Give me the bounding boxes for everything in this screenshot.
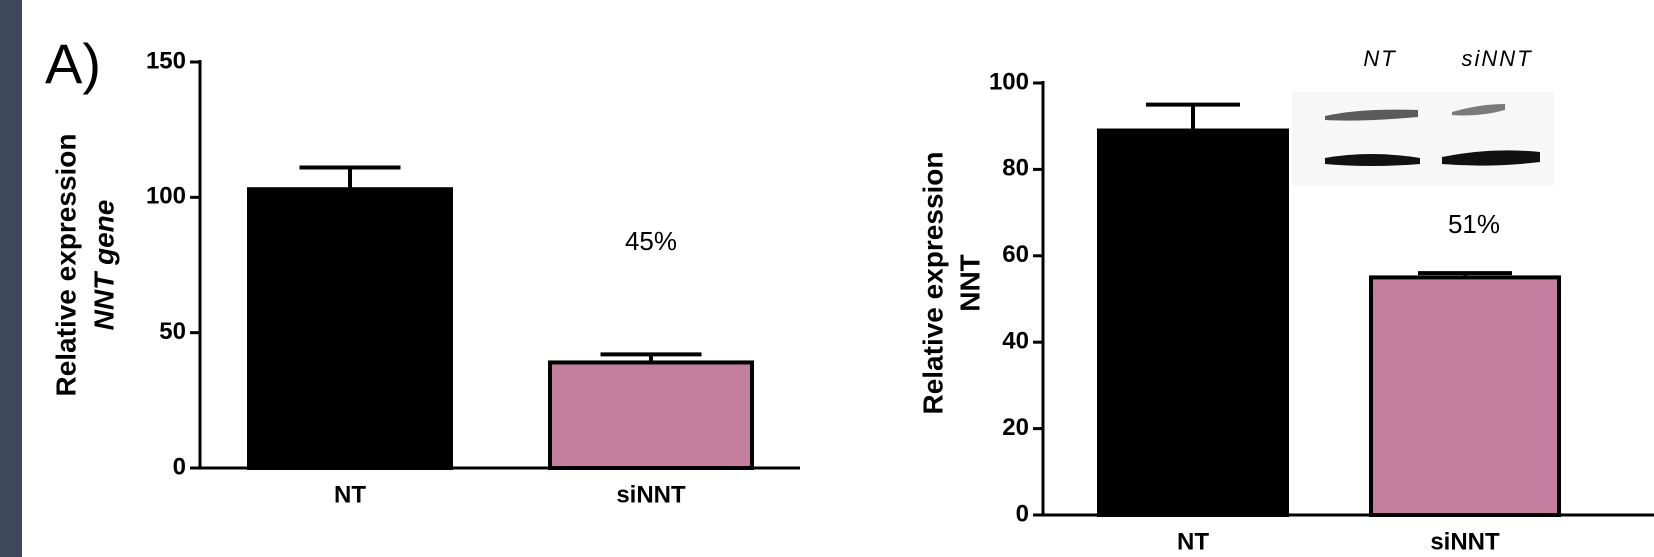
inset-label: NT [1363,46,1396,71]
y-tick-label: 0 [173,453,186,480]
y-tick-label: 20 [1002,414,1029,441]
y-axis-label: Relative expression [50,133,81,396]
bar [550,362,752,468]
bar [1099,131,1287,515]
panel-label: A) [45,32,101,95]
y-tick-label: 100 [146,183,186,210]
x-tick-label: NT [1177,528,1209,555]
x-tick-label: NT [334,481,366,508]
bar [1371,277,1559,515]
inset-label: siNNT [1461,46,1532,71]
y-axis-label: Relative expression [917,151,948,414]
figure: A)Relative expressionNNT gene050100150NT… [0,0,1654,557]
y-tick-label: 40 [1002,328,1029,355]
y-tick-label: 100 [989,68,1029,95]
x-tick-label: siNNT [1430,528,1500,555]
western-blot [1292,92,1554,186]
side-strip [0,0,22,557]
y-tick-label: 0 [1016,500,1029,527]
annotation: 45% [625,226,677,256]
y-tick-label: 50 [159,318,186,345]
y-tick-label: 60 [1002,241,1029,268]
y-tick-label: 150 [146,47,186,74]
y-axis-label: NNT gene [88,200,119,331]
bar [249,189,451,468]
y-axis-label: NNT [954,254,985,312]
x-tick-label: siNNT [616,481,686,508]
y-tick-label: 80 [1002,155,1029,182]
annotation: 51% [1448,209,1500,239]
